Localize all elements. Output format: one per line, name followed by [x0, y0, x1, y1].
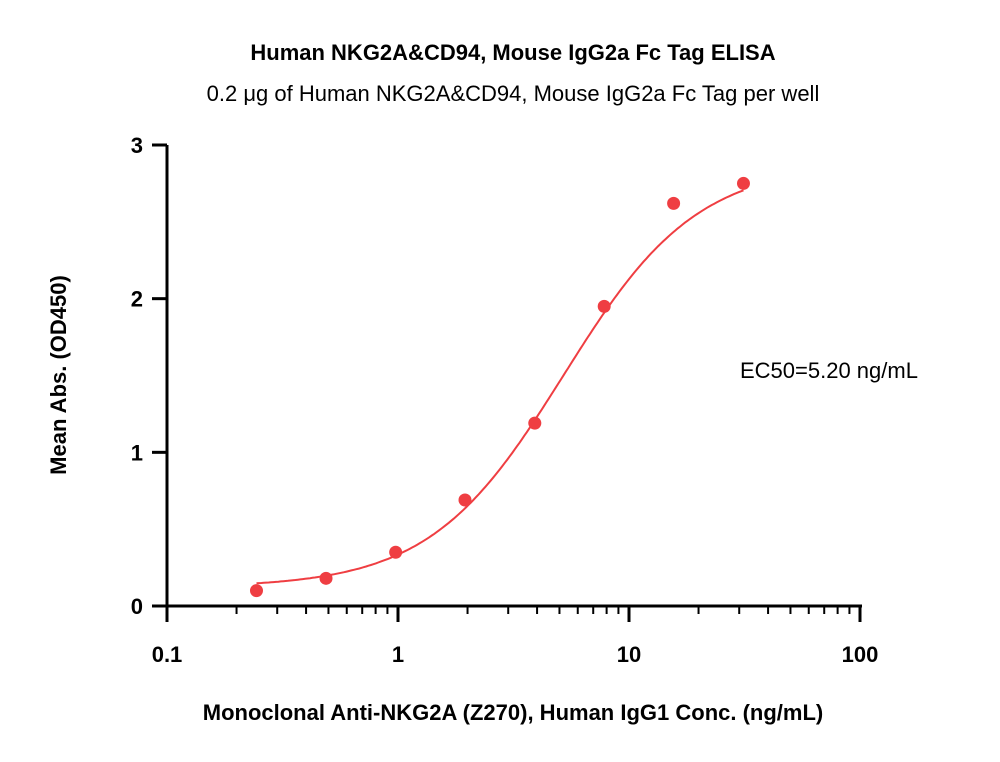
x-tick-label: 0.1 — [152, 642, 183, 667]
y-tick-label: 2 — [131, 287, 143, 312]
y-tick-label: 1 — [131, 440, 143, 465]
x-axis: 0.1 1 10 100 — [152, 604, 879, 667]
x-tick-label: 1 — [392, 642, 404, 667]
y-axis: 0 1 2 3 — [131, 133, 169, 619]
data-point — [736, 176, 750, 190]
data-point — [389, 545, 403, 559]
x-tick-label: 10 — [617, 642, 641, 667]
data-point — [458, 493, 472, 507]
chart-subtitle: 0.2 μg of Human NKG2A&CD94, Mouse IgG2a … — [207, 81, 820, 106]
y-tick-label: 3 — [131, 133, 143, 158]
x-ticks: 0.1 1 10 100 — [152, 606, 879, 667]
y-ticks: 0 1 2 3 — [131, 133, 167, 619]
data-point — [249, 584, 263, 598]
fit-curve — [256, 189, 744, 585]
data-points — [249, 176, 750, 598]
data-point — [528, 416, 542, 430]
y-axis-label: Mean Abs. (OD450) — [46, 275, 71, 475]
data-point — [319, 571, 333, 585]
ec50-annotation: EC50=5.20 ng/mL — [740, 358, 918, 383]
x-tick-label: 100 — [842, 642, 879, 667]
data-point — [667, 196, 681, 210]
y-tick-label: 0 — [131, 594, 143, 619]
data-point — [597, 299, 611, 313]
x-axis-label: Monoclonal Anti-NKG2A (Z270), Human IgG1… — [203, 700, 823, 725]
chart-title: Human NKG2A&CD94, Mouse IgG2a Fc Tag ELI… — [250, 40, 775, 65]
plot-area — [249, 176, 750, 598]
